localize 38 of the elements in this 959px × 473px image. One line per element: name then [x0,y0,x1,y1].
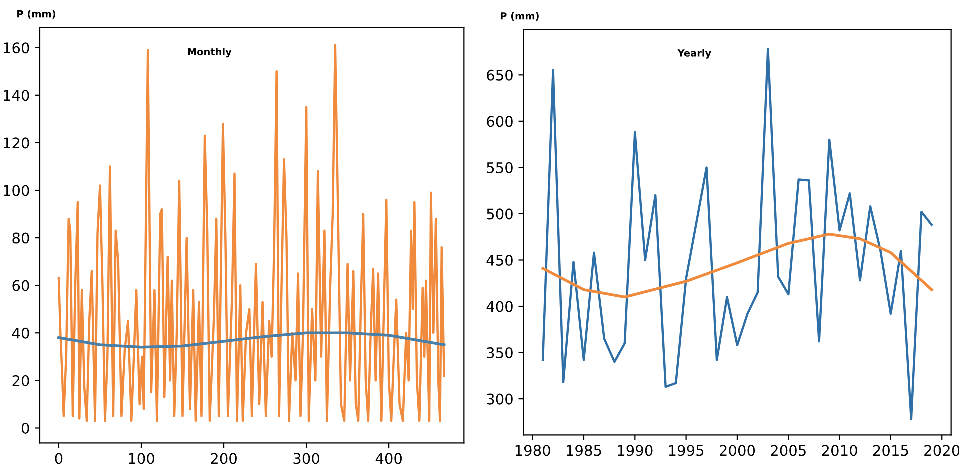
x-tick-label: 1990 [618,445,653,456]
x-tick-label: 400 [376,453,402,464]
y-tick-label: 160 [4,42,30,54]
y-tick-label: 140 [4,90,30,102]
y-tick-label: 300 [487,394,513,405]
text: Yearly [678,49,712,59]
y-tick-label: 60 [12,280,30,292]
x-tick-label: 1985 [567,445,602,456]
line-series [542,48,933,421]
y-axis-title: P (mm) [500,12,539,21]
x-tick-label: 2000 [720,445,756,456]
y-tick-label: 120 [4,138,30,149]
y-tick-label: 100 [4,185,30,196]
y-tick-label: 500 [487,208,513,220]
y-tick-label: 20 [12,375,30,386]
y-axis-title: P (mm) [18,10,56,19]
x-tick-label: 2015 [873,445,908,456]
x-tick-label: 2010 [822,445,858,456]
y-tick-label: 450 [486,254,513,266]
y-tick-label: 550 [487,162,513,174]
y-tick-label: 40 [12,328,30,339]
y-tick-label: 0 [22,422,30,434]
x-tick-label: 100 [129,453,154,464]
text: Monthly [188,48,232,58]
x-tick-label: 0 [55,453,63,464]
y-tick-label: 80 [12,232,30,244]
x-tick-label: 300 [294,453,320,464]
line-series [542,232,934,299]
line-series [58,44,446,422]
line-series [58,332,446,349]
y-tick-label: 350 [487,348,513,359]
x-tick-label: 200 [211,453,237,464]
x-tick-label: 1980 [516,445,550,456]
x-tick-label: 1995 [669,445,704,456]
y-tick-label: 650 [487,70,513,81]
y-tick-label: 400 [486,301,513,312]
y-tick-label: 600 [487,116,513,128]
x-tick-label: 2005 [771,445,806,456]
